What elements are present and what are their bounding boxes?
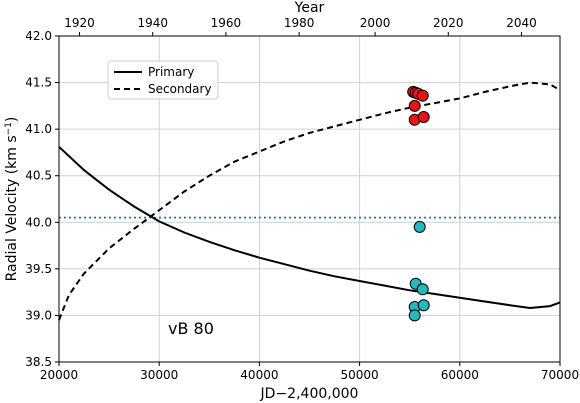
y-tick-label: 41.5 [25, 76, 52, 90]
top-tick-label: 1980 [284, 16, 315, 30]
x-tick-label: 20000 [40, 368, 78, 382]
secondary-curve [58, 81, 561, 321]
x-tick-label: 40000 [240, 368, 278, 382]
primary-data-point [416, 283, 429, 296]
data-points [407, 85, 430, 322]
plot-frame [58, 35, 561, 363]
x-tick-label: 70000 [541, 368, 579, 382]
y-axis-label-end: ) [4, 117, 20, 122]
model-curves [58, 81, 561, 321]
y-tick-label: 39.0 [25, 308, 52, 322]
legend-primary-label: Primary [148, 65, 194, 79]
y-tick-label: 39.5 [25, 262, 52, 276]
legend: Primary Secondary [107, 60, 219, 100]
star-name-annotation: vB 80 [168, 319, 214, 338]
y-tick-label: 40.0 [25, 215, 52, 229]
x-axis-label: JD−2,400,000 [260, 386, 359, 402]
legend-secondary-label: Secondary [148, 82, 212, 96]
primary-data-point [413, 220, 426, 233]
y-tick-label: 38.5 [25, 355, 52, 369]
primary-data-point [417, 299, 430, 312]
top-tick-label: 1960 [211, 16, 242, 30]
y-tick-label: 42.0 [25, 29, 52, 43]
top-axis-label: Year [294, 0, 325, 16]
y-axis-label: Radial Velocity (km s−1) [4, 117, 20, 282]
secondary-data-point [417, 111, 430, 123]
top-tick-label: 1940 [137, 16, 168, 30]
y-tick-label: 41.0 [25, 122, 52, 136]
y-axis-label-sup: −1 [4, 122, 14, 135]
axis-ticks: 20000 30000 40000 50000 60000 70000 38.5 39.0 39… [25, 16, 579, 382]
x-tick-label: 60000 [441, 368, 479, 382]
top-tick-label: 1920 [64, 16, 95, 30]
secondary-data-point [416, 89, 429, 102]
primary-data-point [408, 309, 421, 322]
x-tick-label: 50000 [341, 368, 379, 382]
top-tick-label: 2000 [360, 16, 391, 30]
secondary-data-point [408, 99, 421, 112]
top-tick-label: 2040 [506, 16, 537, 30]
x-tick-label: 30000 [140, 368, 178, 382]
primary-curve [58, 146, 561, 310]
y-tick-label: 40.5 [25, 169, 52, 183]
top-tick-label: 2020 [433, 16, 464, 30]
y-axis-label-main: Radial Velocity (km s [4, 135, 20, 281]
